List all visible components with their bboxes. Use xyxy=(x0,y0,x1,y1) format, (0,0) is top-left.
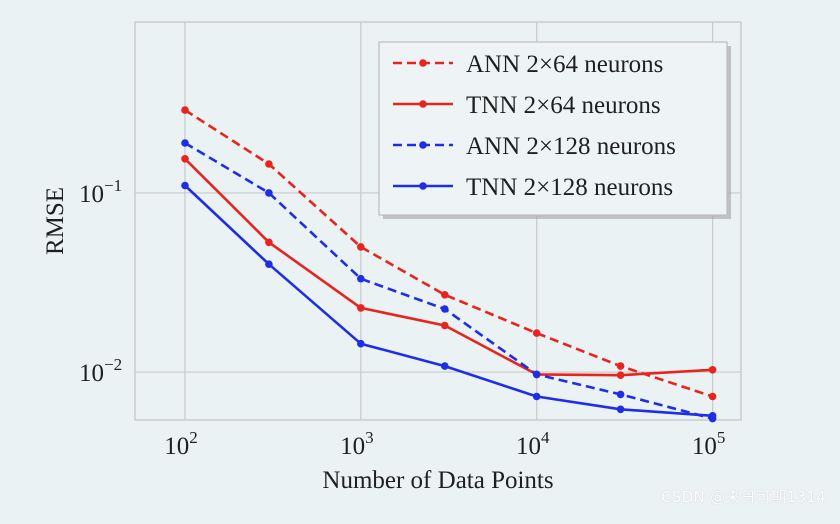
series-2 xyxy=(181,155,717,380)
y-axis-label: RMSE xyxy=(42,187,69,255)
x-axis-label: Number of Data Points xyxy=(322,467,553,494)
data-point xyxy=(532,329,541,337)
x-tick-label: 103 xyxy=(340,428,374,460)
legend-entry: ANN 2×128 neurons xyxy=(393,133,676,160)
x-tick-label: 105 xyxy=(692,428,726,460)
legend-marker xyxy=(419,59,427,67)
data-point xyxy=(532,392,541,401)
data-point xyxy=(181,155,189,163)
data-point xyxy=(265,160,273,168)
data-point xyxy=(441,291,449,299)
data-point xyxy=(181,181,189,190)
legend-entry: TNN 2×128 neurons xyxy=(393,174,673,201)
data-point xyxy=(181,106,189,114)
data-point xyxy=(265,238,273,247)
series-1 xyxy=(181,106,717,401)
legend-label: ANN 2×64 neurons xyxy=(466,51,663,78)
data-point xyxy=(441,362,449,370)
data-point xyxy=(708,412,717,420)
series-4 xyxy=(181,181,717,420)
data-point xyxy=(708,392,717,401)
legend-marker xyxy=(419,100,427,108)
data-point xyxy=(357,339,365,348)
legend-marker xyxy=(419,182,427,190)
legend-entry: ANN 2×64 neurons xyxy=(393,51,663,78)
data-point xyxy=(616,371,625,380)
data-point xyxy=(441,305,449,313)
data-point xyxy=(265,260,273,269)
data-point xyxy=(616,390,625,399)
x-tick-label: 102 xyxy=(164,428,198,460)
data-point xyxy=(357,304,365,312)
y-tick-label: 10−1 xyxy=(79,176,122,208)
data-point xyxy=(181,139,189,147)
data-point xyxy=(357,274,365,283)
data-point xyxy=(532,370,541,379)
data-point xyxy=(265,189,273,197)
legend: ANN 2×64 neurons TNN 2×64 neurons ANN 2×12… xyxy=(378,41,731,219)
data-point xyxy=(708,366,717,374)
legend-marker xyxy=(419,141,427,149)
legend-label: TNN 2×128 neurons xyxy=(466,174,673,201)
data-point xyxy=(357,243,365,251)
legend-entry: TNN 2×64 neurons xyxy=(393,92,661,119)
watermark: CSDN @来日可期1314 xyxy=(661,488,826,506)
legend-label: ANN 2×128 neurons xyxy=(466,133,676,160)
x-tick-label: 104 xyxy=(516,428,550,460)
data-point xyxy=(441,321,449,330)
series xyxy=(181,106,717,423)
y-tick-label: 10−2 xyxy=(79,355,122,387)
axes: 102 103 104 105 10−1 10−2 xyxy=(79,176,725,460)
legend-label: TNN 2×64 neurons xyxy=(466,92,661,119)
series-3 xyxy=(181,139,717,423)
data-point xyxy=(616,405,625,414)
data-point xyxy=(616,362,625,370)
